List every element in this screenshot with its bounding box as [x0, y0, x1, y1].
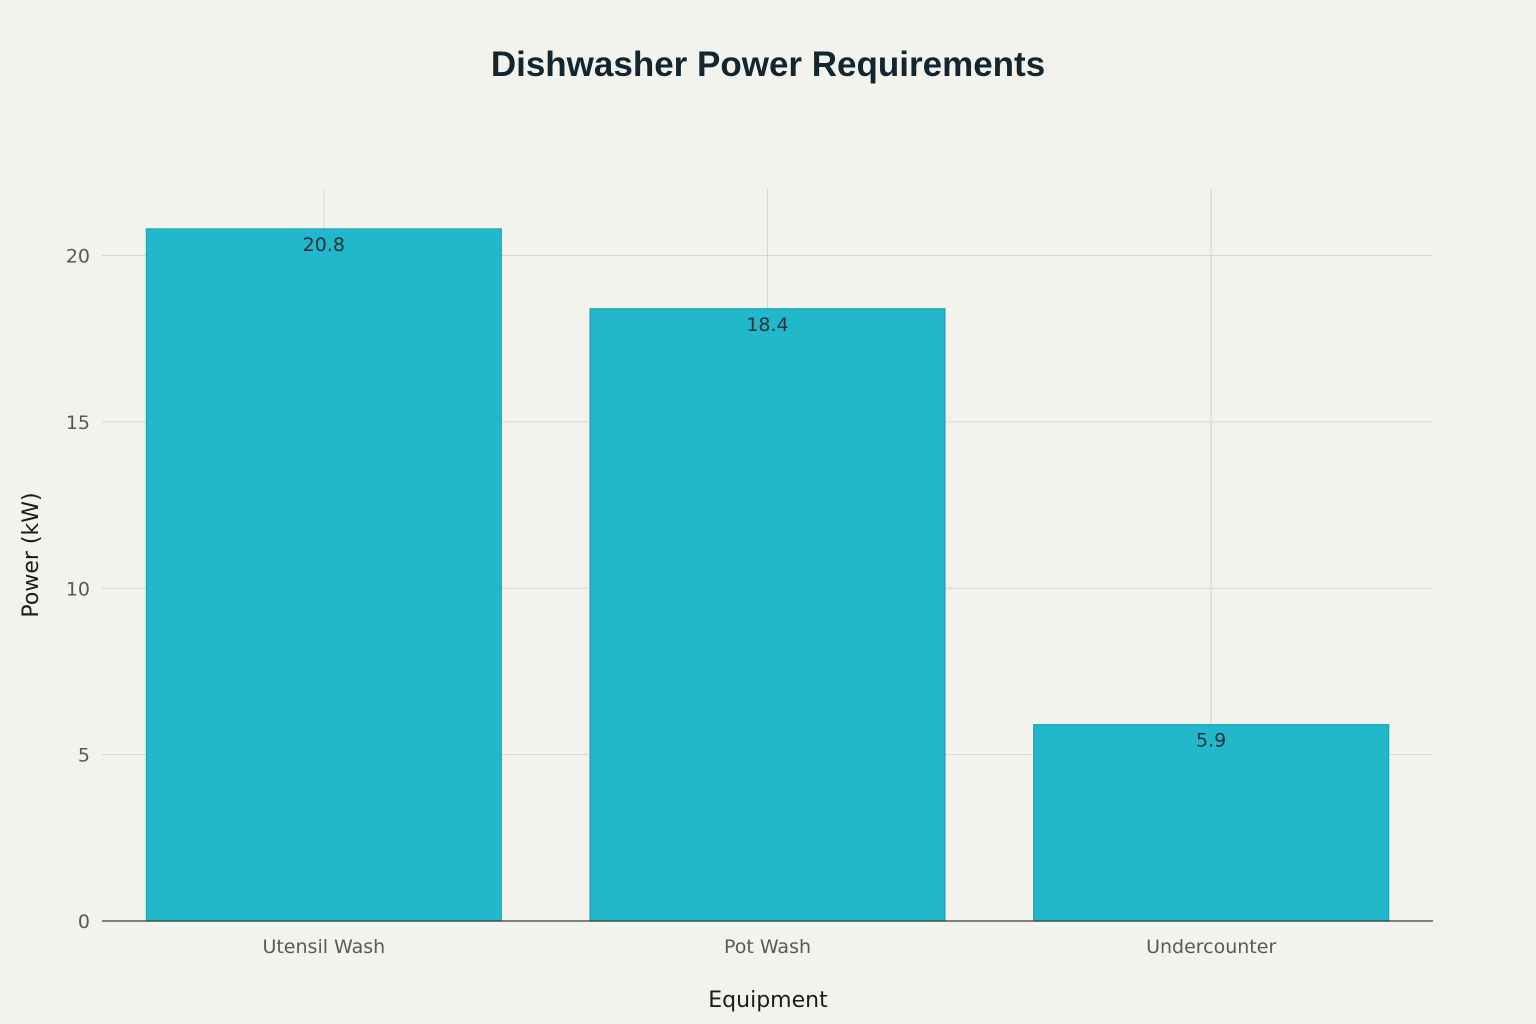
x-tick-label: Pot Wash [724, 936, 811, 958]
y-tick-label: 20 [66, 246, 90, 268]
data-labels: 20.8 18.4 5.9 [303, 234, 1227, 752]
y-tick-label: 5 [78, 745, 90, 767]
bars [145, 228, 1390, 922]
y-axis-title: Power (kW) [19, 492, 44, 617]
bar [589, 308, 946, 922]
bar-value-label: 18.4 [746, 314, 788, 336]
bar [1033, 724, 1390, 922]
bar-value-label: 20.8 [303, 234, 345, 256]
axes: 0 5 10 15 20 Utensil Wash Pot Wash Undercounter [66, 246, 1433, 958]
y-tick-label: 15 [66, 412, 90, 434]
x-tick-label: Utensil Wash [262, 936, 385, 958]
y-tick-label: 0 [78, 911, 90, 933]
x-axis-title: Equipment [708, 988, 828, 1013]
chart-title: Dishwasher Power Requirements [491, 45, 1045, 84]
y-tick-label: 10 [66, 578, 90, 600]
bar [145, 228, 502, 922]
bar-value-label: 5.9 [1196, 730, 1226, 752]
x-tick-label: Undercounter [1146, 936, 1276, 958]
